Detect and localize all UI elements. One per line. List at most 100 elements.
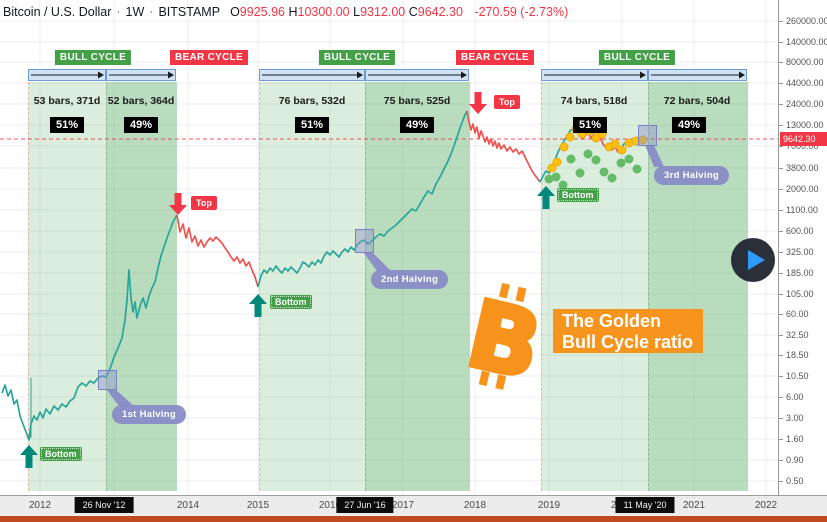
price-segment-teal bbox=[1, 214, 178, 441]
price-tick-label: 10.50 bbox=[779, 371, 809, 381]
price-segment-teal bbox=[539, 125, 577, 183]
year-label: 2018 bbox=[463, 500, 487, 511]
price-tick-label: 3.00 bbox=[779, 413, 804, 423]
price-tick-label: 18.50 bbox=[779, 350, 809, 360]
year-label: 2017 bbox=[391, 500, 415, 511]
price-tick-label: 1.60 bbox=[779, 434, 804, 444]
price-tick-label: 0.90 bbox=[779, 455, 804, 465]
price-tick-label: 7000.00 bbox=[779, 141, 819, 151]
bars-duration-label: 72 bars, 504d bbox=[663, 95, 731, 107]
bear-cycle-label: BEAR CYCLE bbox=[455, 50, 535, 65]
price-tick-label: 24000.00 bbox=[779, 99, 824, 109]
yellow-dot bbox=[617, 145, 627, 155]
bull-cycle-label: BULL CYCLE bbox=[318, 50, 396, 65]
yellow-dot bbox=[610, 139, 620, 149]
price-tick-label: 105.00 bbox=[779, 289, 814, 299]
exchange-label: BITSTAMP bbox=[158, 5, 221, 19]
chart-canvas[interactable]: BULL CYCLE BEAR CYCLE BULL CYCLE BEAR CYCLE… bbox=[0, 0, 778, 495]
bars-duration-label: 76 bars, 532d bbox=[278, 95, 346, 107]
price-tick-label: 32.50 bbox=[779, 330, 809, 340]
year-label: 2019 bbox=[537, 500, 561, 511]
date-badge: 27 Jun '16 bbox=[336, 497, 394, 513]
price-segment-red bbox=[466, 110, 541, 183]
current-price-label: 9642.30 bbox=[780, 132, 827, 146]
green-dot bbox=[583, 149, 593, 159]
green-dot bbox=[599, 167, 609, 177]
ohlc-key: O bbox=[230, 5, 240, 19]
top-arrow-icon bbox=[474, 92, 482, 104]
cycle-band-light bbox=[28, 82, 107, 491]
video-progress-bar[interactable] bbox=[0, 516, 827, 522]
yellow-dot bbox=[559, 142, 569, 152]
price-tick-label: 80000.00 bbox=[779, 57, 824, 67]
bars-duration-label: 53 bars, 371d bbox=[33, 95, 101, 107]
green-dot bbox=[624, 154, 634, 164]
banner-line2: Bull Cycle ratio bbox=[562, 332, 694, 352]
bars-duration-label: 75 bars, 525d bbox=[383, 95, 451, 107]
bars-duration-label: 74 bars, 518d bbox=[560, 95, 628, 107]
time-axis[interactable]: 2012201420152016201720182019202020212022… bbox=[0, 495, 827, 516]
price-tick-label: 185.00 bbox=[779, 268, 814, 278]
ohlc-value: 10300.00 bbox=[297, 5, 354, 19]
top-arrow-icon bbox=[174, 193, 182, 205]
price-tick-label: 140000.00 bbox=[779, 37, 827, 47]
symbol-title: Bitcoin / U.S. Dollar bbox=[3, 5, 112, 19]
year-label: 2016 bbox=[318, 500, 342, 511]
green-dot bbox=[632, 164, 642, 174]
ohlc-value: 9312.00 bbox=[360, 5, 409, 19]
banner-line1: The Golden bbox=[562, 311, 661, 331]
yellow-dot bbox=[547, 163, 557, 173]
price-tick-label: 325.00 bbox=[779, 247, 814, 257]
price-tick-label: 60.00 bbox=[779, 309, 809, 319]
bars-duration-label: 52 bars, 364d bbox=[107, 95, 175, 107]
price-tick-label: 3800.00 bbox=[779, 163, 819, 173]
cycle-band-light bbox=[259, 82, 366, 491]
price-axis[interactable]: 260000.00 140000.00 80000.00 44000.00 24000.… bbox=[778, 0, 827, 495]
bottom-label: Bottom bbox=[557, 188, 599, 202]
percent-badge: 49% bbox=[123, 117, 159, 133]
halving-marker bbox=[638, 125, 657, 146]
price-tick-label: 13000.00 bbox=[779, 120, 824, 130]
price-tick-label: 6.00 bbox=[779, 392, 804, 402]
price-tick-label: 0.50 bbox=[779, 476, 804, 486]
bottom-label: Bottom bbox=[270, 295, 312, 309]
bear-cycle-label: BEAR CYCLE bbox=[169, 50, 249, 65]
halving-balloon: 3rd Halving bbox=[654, 166, 730, 185]
green-dot bbox=[544, 174, 554, 184]
year-label: 2012 bbox=[28, 500, 52, 511]
green-dot bbox=[591, 155, 601, 165]
halving-marker bbox=[98, 370, 117, 390]
green-dot bbox=[607, 173, 617, 183]
price-tick-label: 600.00 bbox=[779, 226, 814, 236]
change-label: -270.59 (-2.73%) bbox=[474, 5, 569, 19]
bottom-arrow-icon bbox=[537, 186, 555, 196]
bottom-arrow-icon bbox=[20, 445, 38, 455]
play-icon bbox=[748, 250, 765, 270]
halving-balloon: 1st Halving bbox=[112, 405, 186, 424]
top-label: Top bbox=[494, 95, 520, 109]
bottom-label: Bottom bbox=[40, 447, 82, 461]
yellow-dot bbox=[552, 157, 562, 167]
bull-cycle-label: BULL CYCLE bbox=[54, 50, 132, 65]
ohlc-values: O9925.96 H10300.00 L9312.00 C9642.30 bbox=[230, 5, 466, 19]
price-segment-red bbox=[176, 214, 259, 288]
percent-badge: 49% bbox=[671, 117, 707, 133]
yellow-dot bbox=[565, 132, 575, 142]
green-dot bbox=[616, 158, 626, 168]
year-label: 2015 bbox=[246, 500, 270, 511]
ohlc-key: H bbox=[288, 5, 298, 19]
svg-text:B: B bbox=[464, 283, 546, 391]
bottom-arrow-icon bbox=[249, 294, 267, 304]
ohlc-value: 9642.30 bbox=[417, 5, 467, 19]
play-button[interactable] bbox=[731, 238, 775, 282]
ohlc-key: C bbox=[408, 5, 418, 19]
price-tick-label: 2000.00 bbox=[779, 184, 819, 194]
price-tick-label: 260000.00 bbox=[779, 16, 827, 26]
price-tick-label: 44000.00 bbox=[779, 78, 824, 88]
ohlc-key: L bbox=[353, 5, 361, 19]
halving-balloon-tail bbox=[106, 389, 134, 406]
halving-balloon-tail bbox=[645, 145, 664, 167]
cycle-band-dark bbox=[648, 82, 748, 491]
title-banner: The Golden Bull Cycle ratio bbox=[553, 309, 703, 353]
